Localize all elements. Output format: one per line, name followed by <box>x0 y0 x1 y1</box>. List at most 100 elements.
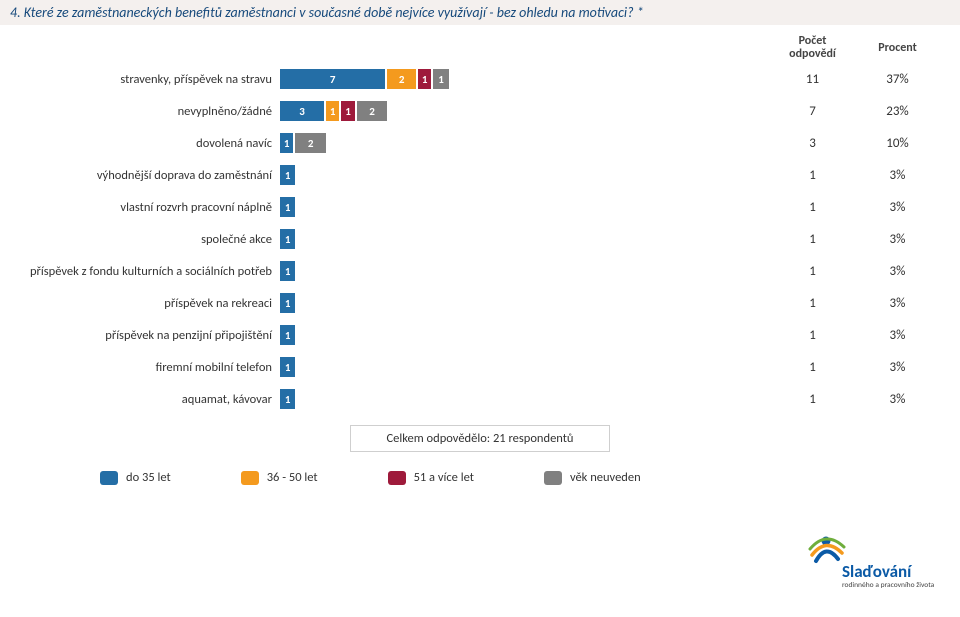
row-bar: 7211 <box>280 69 770 89</box>
legend-item: 36 - 50 let <box>241 470 318 485</box>
chart-row: výhodnější doprava do zaměstnání113% <box>20 163 940 187</box>
row-percent: 10% <box>855 136 940 151</box>
row-values: 723% <box>770 104 940 119</box>
header-count-line1: Počet <box>799 34 827 48</box>
row-count: 11 <box>770 72 855 87</box>
chart-row: příspěvek na penzijní připojištění113% <box>20 323 940 347</box>
row-count: 1 <box>770 264 855 279</box>
row-label: společné akce <box>20 232 280 247</box>
bar-segment: 1 <box>326 101 341 121</box>
legend-swatch <box>544 471 562 485</box>
row-values: 13% <box>770 360 940 375</box>
bar-segment: 1 <box>280 133 295 153</box>
row-percent: 3% <box>855 200 940 215</box>
bar-segment: 2 <box>295 133 326 153</box>
bar-segment: 1 <box>280 325 295 345</box>
row-values: 310% <box>770 136 940 151</box>
bar-segment: 7 <box>280 69 387 89</box>
row-label: stravenky, příspěvek na stravu <box>20 72 280 87</box>
row-percent: 3% <box>855 392 940 407</box>
chart-row: příspěvek z fondu kulturních a sociálníc… <box>20 259 940 283</box>
chart-row: firemní mobilní telefon113% <box>20 355 940 379</box>
bar-segment: 1 <box>280 261 295 281</box>
row-count: 1 <box>770 392 855 407</box>
row-bar: 12 <box>280 133 770 153</box>
row-bar: 1 <box>280 197 770 217</box>
row-count: 1 <box>770 296 855 311</box>
row-bar: 1 <box>280 293 770 313</box>
bar-segment: 1 <box>418 69 433 89</box>
brand-logo: Slaďování rodinného a pracovního života <box>804 531 934 601</box>
question-title: 4. Které ze zaměstnaneckých benefitů zam… <box>0 0 960 25</box>
row-values: 13% <box>770 328 940 343</box>
row-percent: 37% <box>855 72 940 87</box>
logo-tagline: rodinného a pracovního života <box>842 581 934 590</box>
chart-row: dovolená navíc12310% <box>20 131 940 155</box>
bar-segment: 1 <box>280 293 295 313</box>
row-label: dovolená navíc <box>20 136 280 151</box>
legend-label: 36 - 50 let <box>267 470 318 485</box>
legend-item: 51 a více let <box>388 470 474 485</box>
header-count: Počet odpovědí <box>770 35 855 61</box>
bar-segment: 1 <box>280 389 295 409</box>
row-values: 1137% <box>770 72 940 87</box>
total-respondents-box: Celkem odpovědělo: 21 respondentů <box>350 425 610 452</box>
row-bar: 1 <box>280 325 770 345</box>
chart-row: vlastní rozvrh pracovní náplně113% <box>20 195 940 219</box>
header-percent: Procent <box>855 35 940 61</box>
row-values: 13% <box>770 232 940 247</box>
logo-figure-icon <box>810 537 844 562</box>
row-label: příspěvek na rekreaci <box>20 296 280 311</box>
row-count: 3 <box>770 136 855 151</box>
legend-swatch <box>100 471 118 485</box>
chart-row: nevyplněno/žádné3112723% <box>20 99 940 123</box>
bar-segment: 1 <box>280 357 295 377</box>
row-bar: 1 <box>280 261 770 281</box>
row-label: vlastní rozvrh pracovní náplně <box>20 200 280 215</box>
row-label: příspěvek z fondu kulturních a sociálníc… <box>20 264 280 279</box>
row-bar: 1 <box>280 229 770 249</box>
row-count: 7 <box>770 104 855 119</box>
row-percent: 3% <box>855 360 940 375</box>
row-count: 1 <box>770 168 855 183</box>
chart-container: Počet odpovědí Procent stravenky, příspě… <box>0 25 960 485</box>
row-count: 1 <box>770 232 855 247</box>
row-percent: 3% <box>855 328 940 343</box>
row-bar: 1 <box>280 357 770 377</box>
row-percent: 3% <box>855 264 940 279</box>
total-respondents-text: Celkem odpovědělo: 21 respondentů <box>386 431 573 446</box>
row-count: 1 <box>770 328 855 343</box>
row-percent: 3% <box>855 168 940 183</box>
header-count-line2: odpovědí <box>789 47 836 61</box>
row-count: 1 <box>770 200 855 215</box>
bar-segment: 1 <box>280 165 295 185</box>
bar-segment: 1 <box>433 69 448 89</box>
legend-label: do 35 let <box>126 470 171 485</box>
chart-row: aquamat, kávovar113% <box>20 387 940 411</box>
row-values: 13% <box>770 264 940 279</box>
chart-row: příspěvek na rekreaci113% <box>20 291 940 315</box>
legend-swatch <box>241 471 259 485</box>
row-percent: 3% <box>855 232 940 247</box>
legend-item: věk neuveden <box>544 470 641 485</box>
chart-rows: stravenky, příspěvek na stravu72111137%n… <box>20 67 940 411</box>
header-spacer <box>20 35 280 61</box>
bar-segment: 1 <box>341 101 356 121</box>
legend-swatch <box>388 471 406 485</box>
logo-word: Slaďování <box>842 561 913 582</box>
row-percent: 3% <box>855 296 940 311</box>
bar-segment: 1 <box>280 197 295 217</box>
legend-label: věk neuveden <box>570 470 641 485</box>
row-values: 13% <box>770 200 940 215</box>
legend: do 35 let 36 - 50 let 51 a více let věk neu… <box>100 470 940 485</box>
row-values: 13% <box>770 392 940 407</box>
bar-segment: 2 <box>357 101 388 121</box>
bar-segment: 2 <box>387 69 418 89</box>
row-bar: 3112 <box>280 101 770 121</box>
row-bar: 1 <box>280 165 770 185</box>
row-values: 13% <box>770 168 940 183</box>
header-bars-spacer <box>280 35 770 61</box>
row-values: 13% <box>770 296 940 311</box>
legend-label: 51 a více let <box>414 470 474 485</box>
row-label: výhodnější doprava do zaměstnání <box>20 168 280 183</box>
